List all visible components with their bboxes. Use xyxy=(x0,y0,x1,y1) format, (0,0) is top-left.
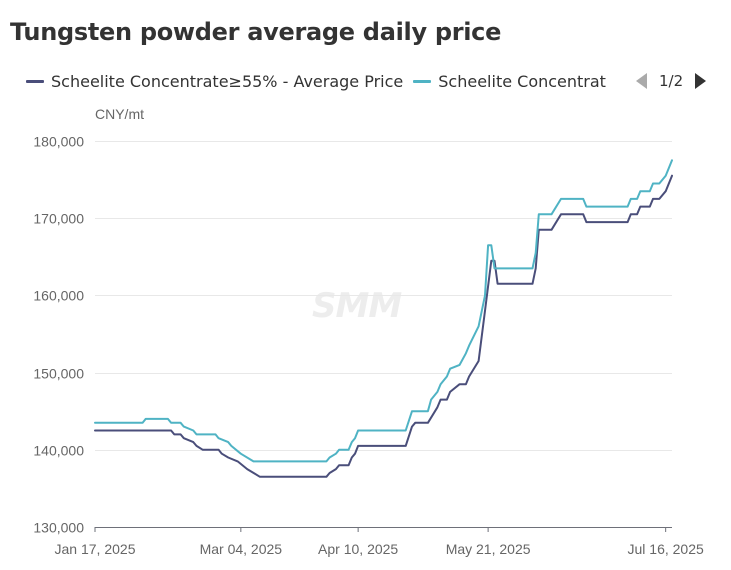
legend-next-page-icon[interactable] xyxy=(695,73,707,89)
legend-pager: 1/2 xyxy=(636,70,707,92)
legend-swatch-series-2 xyxy=(413,79,432,83)
legend-item-series-2[interactable]: Scheelite Concentrat xyxy=(413,72,610,91)
legend-page-indicator: 1/2 xyxy=(659,72,684,90)
y-tick-label: 160,000 xyxy=(33,288,84,304)
y-tick-labels: 180,000 170,000 160,000 150,000 140,000 130,0… xyxy=(33,134,84,536)
y-tick-label: 140,000 xyxy=(33,443,84,459)
legend-swatch-series-1 xyxy=(26,79,44,83)
chart-title: Tungsten powder average daily price xyxy=(10,18,502,46)
y-tick-label: 130,000 xyxy=(33,520,84,536)
series-line-2 xyxy=(94,159,673,463)
y-axis-unit-label: CNY/mt xyxy=(95,106,144,122)
y-tick-label: 150,000 xyxy=(33,366,84,382)
watermark-logo: SMM xyxy=(312,286,402,326)
legend-item-series-1[interactable]: Scheelite Concentrate≥55% - Average Pric… xyxy=(26,72,403,91)
x-tick-label: Jul 16, 2025 xyxy=(628,541,704,557)
x-tick-label: Mar 04, 2025 xyxy=(200,541,283,557)
y-tick-label: 170,000 xyxy=(33,211,84,227)
legend-prev-page-icon[interactable] xyxy=(636,73,647,89)
series-lines xyxy=(94,159,673,478)
y-tick-label: 180,000 xyxy=(33,134,84,150)
x-tick-labels: Jan 17, 2025 Mar 04, 2025 Apr 10, 2025 May … xyxy=(55,541,704,557)
legend-label-series-2: Scheelite Concentrat xyxy=(438,71,606,91)
chart-legend: Scheelite Concentrate≥55% - Average Pric… xyxy=(26,70,620,92)
x-tick-label: May 21, 2025 xyxy=(446,541,531,557)
legend-label-series-1: Scheelite Concentrate≥55% - Average Pric… xyxy=(51,71,404,91)
x-tick-label: Apr 10, 2025 xyxy=(318,541,398,557)
x-tick-label: Jan 17, 2025 xyxy=(55,541,136,557)
grid-lines xyxy=(94,141,672,532)
series-line-1 xyxy=(94,174,673,478)
